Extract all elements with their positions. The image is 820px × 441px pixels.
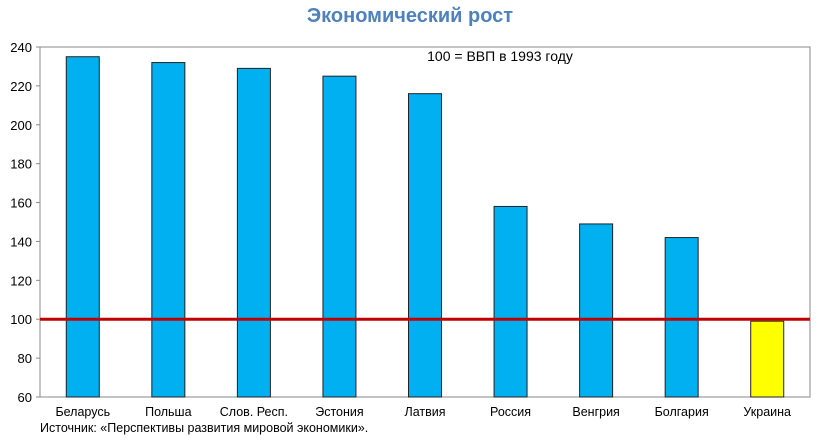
- bar-5: [408, 93, 442, 398]
- bar-9: [750, 320, 785, 398]
- bar-8: [664, 237, 699, 398]
- y-tick-label: 180: [10, 157, 32, 172]
- y-tick-label: 240: [10, 40, 32, 55]
- x-tick-label: Латвия: [405, 405, 446, 419]
- y-tick-label: 100: [10, 312, 32, 327]
- chart-title: Экономический рост: [306, 5, 514, 27]
- x-tick-label: Россия: [490, 405, 531, 419]
- bar-2: [151, 62, 186, 398]
- x-tick-label: Слов. Респ.: [220, 405, 288, 419]
- y-tick-label: 140: [10, 234, 32, 249]
- y-tick-label: 220: [10, 79, 32, 94]
- x-tick-label: Венгрия: [572, 405, 619, 419]
- y-tick-label: 200: [10, 118, 32, 133]
- bar-4: [322, 75, 357, 398]
- y-tick-label: 120: [10, 273, 32, 288]
- source-note: Источник: «Перспективы развития мировой …: [40, 421, 369, 435]
- x-tick-label: Эстония: [315, 405, 363, 419]
- annotation: 100 = ВВП в 1993 году: [427, 48, 573, 64]
- x-tick-label: Украина: [743, 405, 791, 419]
- x-tick-label: Болгария: [655, 405, 709, 419]
- y-tick-label: 80: [18, 351, 32, 366]
- bar-1: [65, 56, 100, 398]
- x-tick-label: Беларусь: [55, 405, 110, 419]
- bar-6: [493, 205, 528, 398]
- x-tick-label: Польша: [145, 405, 191, 419]
- bar-7: [579, 223, 614, 398]
- bar-3: [236, 67, 271, 398]
- y-tick-label: 160: [10, 196, 32, 211]
- y-tick-label: 60: [18, 390, 32, 405]
